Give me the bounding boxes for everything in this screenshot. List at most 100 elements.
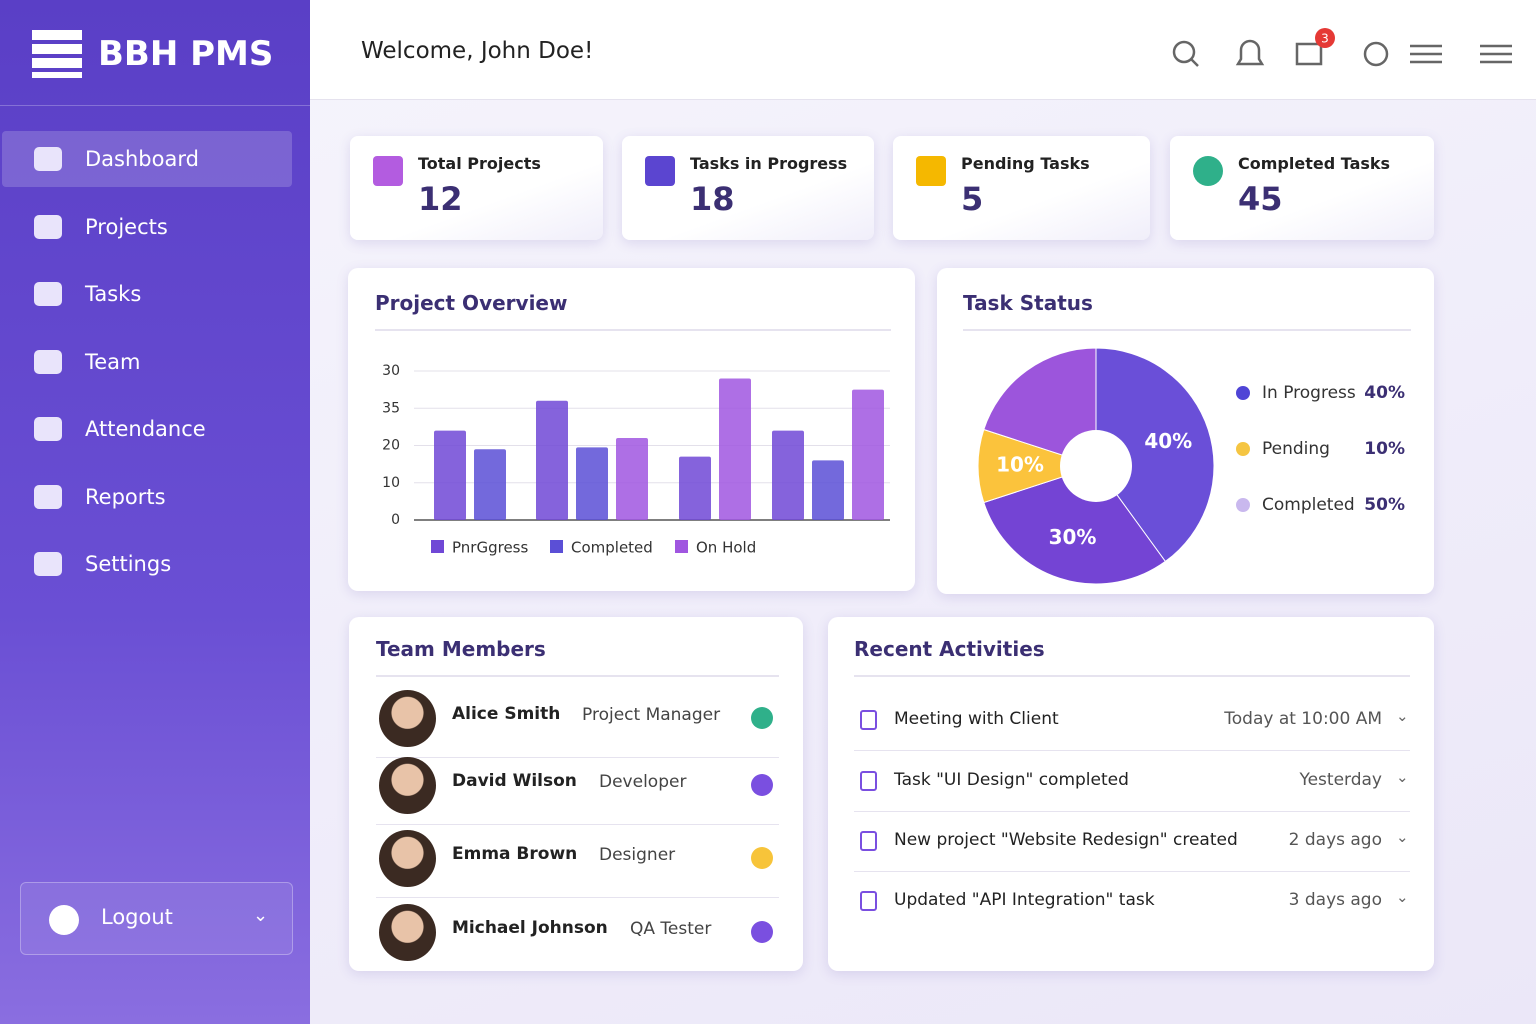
bar: [772, 430, 804, 520]
divider: [376, 757, 779, 758]
activity-time: Today at 10:00 AM: [1224, 709, 1382, 729]
divider: [375, 329, 891, 331]
stat-label: Completed Tasks: [1238, 154, 1391, 173]
stat-value: 45: [1238, 180, 1283, 218]
nav-label: Reports: [85, 484, 166, 509]
card-title: Team Members: [376, 637, 546, 661]
stat-icon: [373, 156, 403, 186]
bar: [434, 430, 466, 520]
legend-label: Completed: [1262, 495, 1355, 515]
stat-value: 5: [961, 180, 984, 218]
stat-label: Total Projects: [418, 154, 541, 173]
avatar: [379, 690, 436, 747]
bar: [536, 400, 568, 520]
member-role: Project Manager: [582, 705, 721, 725]
y-tick-label: 0: [391, 512, 400, 528]
status-dot: [751, 847, 773, 869]
bar: [576, 447, 608, 520]
status-dot: [751, 921, 773, 943]
activity-time: 2 days ago: [1288, 830, 1382, 850]
logo: [32, 30, 82, 78]
nav-icon: [34, 349, 62, 374]
nav-item[interactable]: Reports: [2, 469, 292, 525]
pie-slice: [1095, 347, 1215, 563]
logout-button[interactable]: Logout ⌄: [20, 882, 293, 955]
pie-slice: [977, 428, 1098, 504]
chevron: ⌄: [253, 905, 269, 926]
nav-icon: [34, 417, 62, 441]
bar: [679, 456, 711, 520]
chevron[interactable]: ⌄: [1396, 828, 1409, 846]
divider: [854, 675, 1410, 677]
card-title: Recent Activities: [854, 637, 1045, 661]
nav-item[interactable]: Projects: [2, 199, 292, 255]
divider: [854, 750, 1410, 751]
legend-label: PnrGgress: [452, 539, 528, 557]
search-icon[interactable]: [1172, 40, 1196, 64]
avatar: [379, 757, 436, 814]
nav-label: Dashboard: [85, 147, 199, 171]
nav-icon: [34, 282, 62, 306]
pie-hole: [1060, 430, 1132, 502]
avatar: [379, 830, 436, 887]
welcome: Welcome, John Doe!: [361, 38, 594, 64]
brand-bar: BBH PMS: [0, 0, 310, 106]
stat-icon: [1193, 156, 1223, 186]
header-icons: 3: [1172, 28, 1512, 67]
card-title: Task Status: [963, 291, 1093, 315]
nav-label: Tasks: [85, 282, 142, 306]
nav-icon: [34, 552, 62, 576]
stat-card: Tasks in Progress 18: [622, 136, 874, 240]
logout-label: Logout: [101, 905, 173, 929]
divider: [854, 811, 1410, 812]
chevron[interactable]: ⌄: [1396, 768, 1409, 786]
bar: [812, 460, 844, 520]
member-name: Alice Smith: [452, 704, 561, 724]
legend-dot: [1236, 442, 1250, 456]
activity-icon: [860, 710, 877, 730]
stat-value: 18: [690, 180, 735, 218]
slice-label: 30%: [1049, 525, 1097, 549]
nav-item[interactable]: Settings: [2, 536, 292, 592]
nav-label: Attendance: [85, 417, 206, 441]
activity-time: Yesterday: [1299, 770, 1382, 790]
chevron[interactable]: ⌄: [1396, 707, 1409, 725]
nav-item[interactable]: Dashboard: [2, 131, 292, 187]
member-name: Michael Johnson: [452, 918, 608, 938]
bar: [852, 389, 884, 520]
stat-value: 12: [418, 180, 463, 218]
logout-icon: [49, 905, 79, 935]
chevron[interactable]: ⌄: [1396, 888, 1409, 906]
nav-label: Projects: [85, 214, 168, 239]
stat-card: Pending Tasks 5: [893, 136, 1150, 240]
pie-slice: [983, 347, 1097, 467]
legend-value: 10%: [1364, 439, 1405, 459]
team-card: Team Members Alice Smith Project Manager D…: [349, 617, 803, 971]
settings-icon[interactable]: [1363, 41, 1389, 67]
bar: [616, 438, 648, 520]
sidebar: BBH PMS Dashboard Projects Tasks Team Attend…: [0, 0, 310, 1024]
member-role: QA Tester: [630, 919, 712, 939]
stat-card: Completed Tasks 45: [1170, 136, 1434, 240]
menu-icon[interactable]: [1410, 44, 1512, 64]
status-dot: [751, 707, 773, 729]
chat-icon[interactable]: [1295, 42, 1323, 66]
member-name: Emma Brown: [452, 844, 578, 864]
nav-item[interactable]: Team: [2, 334, 292, 390]
legend-value: 50%: [1364, 495, 1405, 515]
bar: [474, 449, 506, 520]
pie-slice: [983, 465, 1167, 585]
nav-icon: [34, 214, 62, 239]
avatar: [379, 904, 436, 961]
nav-icon: [34, 147, 62, 171]
bell-icon[interactable]: [1235, 39, 1265, 66]
nav-item[interactable]: Attendance: [2, 401, 292, 457]
pie-chart: 40% 30% 10% In Progress 40% Pending 10% Complet…: [977, 347, 1405, 585]
badge-count: 3: [1321, 32, 1329, 46]
bar-chart: 0 10 20 35 30 PnrGgress Completed On Hold: [382, 363, 890, 557]
activity-text: Meeting with Client: [894, 709, 1059, 729]
member-name: David Wilson: [452, 771, 577, 791]
activities-card: Recent Activities Meeting with Client Tod…: [828, 617, 1434, 971]
nav-item[interactable]: Tasks: [2, 266, 292, 322]
activity-icon: [860, 891, 877, 911]
